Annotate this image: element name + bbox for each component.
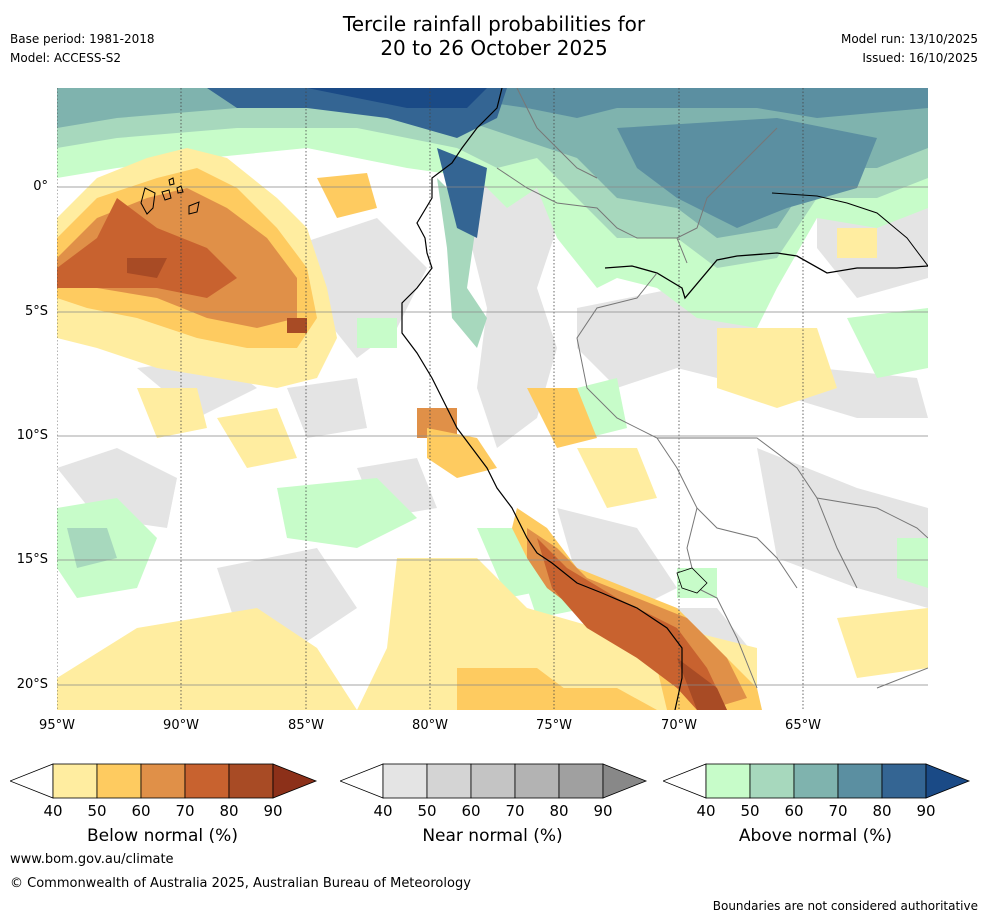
colorbar-tick-label: 50	[740, 802, 760, 820]
colorbar-segment	[705, 763, 751, 799]
map-latitude-lines	[57, 186, 928, 686]
above-normal-title: Above normal (%)	[738, 826, 893, 846]
latitude-label: 10°S	[16, 428, 48, 443]
colorbar-tick-label: 70	[175, 802, 195, 820]
colorbar-tick-label: 90	[263, 802, 283, 820]
colorbar-tick-label: 40	[43, 802, 63, 820]
near-normal-title: Near normal (%)	[422, 826, 563, 846]
longitude-label: 80°W	[412, 718, 448, 733]
title-line-2: 20 to 26 October 2025	[380, 36, 608, 60]
latitude-label: 15°S	[16, 552, 48, 567]
colorbar-tick-label: 80	[549, 802, 569, 820]
colorbar-segment	[382, 763, 428, 799]
colorbar-segment	[426, 763, 472, 799]
longitude-label: 65°W	[785, 718, 821, 733]
rainfall-probability-map	[57, 88, 928, 710]
colorbar-segment	[140, 763, 186, 799]
colorbar-extend-low	[340, 763, 384, 799]
website-link[interactable]: www.bom.gov.au/climate	[10, 852, 174, 867]
longitude-label: 90°W	[163, 718, 199, 733]
model-run-label: Model run: 13/10/2025	[840, 32, 978, 46]
base-period-label: Base period: 1981-2018	[10, 32, 155, 46]
colorbar-extend-high	[272, 763, 318, 799]
colorbar-segment	[184, 763, 230, 799]
coastline	[401, 88, 683, 710]
boundary-disclaimer: Boundaries are not considered authoritat…	[712, 899, 978, 913]
title-line-1: Tercile rainfall probabilities for	[342, 12, 646, 36]
colorbar-segment	[881, 763, 927, 799]
longitude-label: 75°W	[536, 718, 572, 733]
colorbar-extend-low	[663, 763, 707, 799]
colorbar-tick-label: 60	[461, 802, 481, 820]
upper-river	[771, 192, 928, 267]
colorbar-extend-high	[925, 763, 971, 799]
latitude-label: 0°	[33, 179, 48, 194]
latitude-label: 20°S	[16, 677, 48, 692]
colorbar-extend-high	[602, 763, 648, 799]
map-title: Tercile rainfall probabilities for 20 to…	[0, 12, 988, 60]
colorbar-segment	[749, 763, 795, 799]
colorbar-segment	[558, 763, 604, 799]
below-normal-colorbar	[10, 763, 318, 799]
colorbar-segment	[793, 763, 839, 799]
below-normal-region	[57, 148, 928, 710]
longitude-label: 95°W	[39, 718, 75, 733]
colorbar-tick-label: 90	[916, 802, 936, 820]
lake-titicaca	[676, 567, 708, 594]
latitude-label: 5°S	[24, 304, 48, 319]
country-borders	[496, 88, 928, 689]
longitude-label: 85°W	[288, 718, 324, 733]
near-normal-colorbar	[340, 763, 648, 799]
colorbar-segment	[837, 763, 883, 799]
colorbar-tick-label: 50	[87, 802, 107, 820]
colorbar-tick-label: 60	[784, 802, 804, 820]
colorbar-tick-label: 70	[828, 802, 848, 820]
colorbar-segment	[228, 763, 274, 799]
copyright-notice: © Commonwealth of Australia 2025, Austra…	[10, 876, 471, 891]
colorbar-tick-label: 60	[131, 802, 151, 820]
colorbar-segment	[470, 763, 516, 799]
below-normal-title: Below normal (%)	[87, 826, 238, 846]
colorbar-segment	[52, 763, 98, 799]
above-normal-colorbar	[663, 763, 971, 799]
colorbar-segment	[96, 763, 142, 799]
colorbar-segment	[514, 763, 560, 799]
model-label: Model: ACCESS-S2	[10, 51, 122, 65]
colorbar-tick-label: 90	[593, 802, 613, 820]
longitude-label: 70°W	[661, 718, 697, 733]
colorbar-tick-label: 80	[219, 802, 239, 820]
colorbar-tick-label: 40	[696, 802, 716, 820]
galapagos-islands	[140, 177, 200, 215]
colorbar-tick-label: 50	[417, 802, 437, 820]
colorbar-tick-label: 80	[872, 802, 892, 820]
colorbar-tick-label: 70	[505, 802, 525, 820]
issued-label: Issued: 16/10/2025	[862, 51, 978, 65]
map-gridlines	[57, 88, 804, 710]
colorbar-extend-low	[10, 763, 54, 799]
colorbar-tick-label: 40	[373, 802, 393, 820]
